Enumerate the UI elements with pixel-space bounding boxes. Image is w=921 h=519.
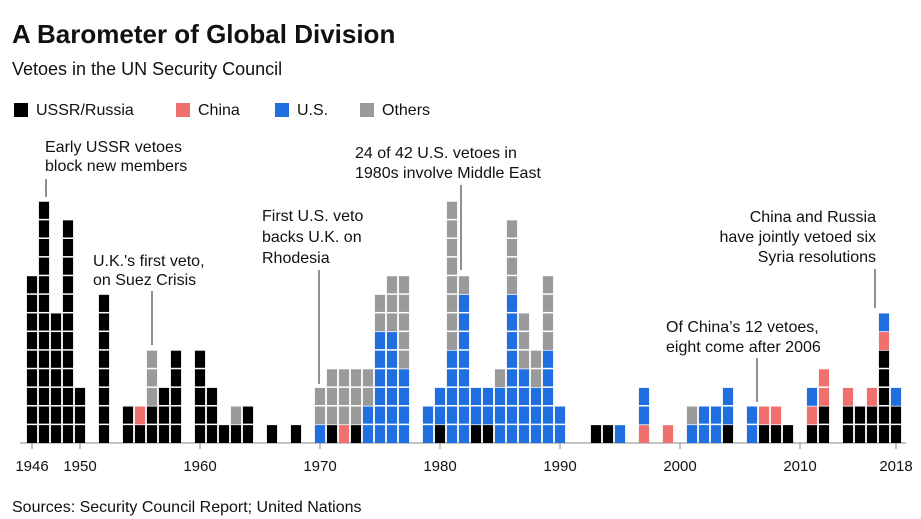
bar-segment [266,424,278,443]
x-tick-label: 2010 [783,458,816,475]
bar-segment [230,424,242,443]
annotation: eight come after 2006 [666,339,821,356]
bar-segment [518,312,530,369]
bar-segment [878,331,890,350]
bar-segment [770,405,782,425]
annotation: Early USSR vetoes [45,139,182,156]
bar-segment [530,387,542,443]
annotation: Of China’s 12 vetoes, [666,319,819,336]
bar-segment [494,387,506,443]
chart-title: A Barometer of Global Division [12,19,395,49]
legend-label: Others [382,102,430,119]
bar-segment [470,424,482,443]
x-tick-label: 2018 [879,458,912,475]
bar-segment [158,387,170,443]
bar-segment [590,424,602,443]
bar-segment [350,368,362,425]
bar-segment [842,387,854,406]
annotation: backs U.K. on [262,229,362,246]
bar-segment [290,424,302,443]
bar-segment [758,424,770,443]
bar-segment [446,349,458,443]
legend-label: China [198,102,240,119]
bar-segment [542,349,554,443]
annotation: block new members [45,158,187,175]
bar-segment [806,424,818,443]
bar-segment [206,387,218,443]
bar-segment [494,368,506,388]
bar-segment [194,349,206,443]
bar-segment [614,424,626,443]
annotations: Early USSR vetoes block new members U.K.… [45,139,876,402]
x-tick-label: 1960 [183,458,216,475]
x-tick-label: 1980 [423,458,456,475]
legend-label: USSR/Russia [36,102,134,119]
annotation: 24 of 42 U.S. vetoes in [355,145,517,162]
bar-segment [638,424,650,443]
legend-label: U.S. [297,102,328,119]
bar-segment [218,424,230,443]
bar-segment [314,424,326,443]
bar-segment [866,387,878,406]
bar-segment [482,424,494,443]
bar-segment [146,349,158,406]
bar-segment [770,424,782,443]
bar-segment [722,424,734,443]
legend-swatch [14,103,28,117]
bar-segment [806,387,818,406]
annotation: China and Russia [750,209,876,226]
x-tick-label: 1950 [63,458,96,475]
bar-segment [38,201,50,443]
bar-segment [686,424,698,443]
source: Sources: Security Council Report; United… [12,499,362,516]
chart-subtitle: Vetoes in the UN Security Council [12,59,282,79]
x-tick-label: 2000 [663,458,696,475]
x-tick-label: 1970 [303,458,336,475]
bar-segment [782,424,794,443]
annotation: on Suez Crisis [93,272,196,289]
bar-segment [338,424,350,443]
bar-segment [434,424,446,443]
bar-segment [170,349,182,443]
bar-segment [686,405,698,425]
bar-segment [806,405,818,425]
bar-segment [386,275,398,332]
bar-segment [326,368,338,425]
bar-segment [878,312,890,332]
bar-segment [134,424,146,443]
bar-segment [26,275,38,443]
annotation: First U.S. veto [262,208,363,225]
annotation: U.K.'s first veto, [93,253,205,270]
bar-segment [890,387,902,406]
legend-swatch [176,103,190,117]
bar-segment [134,405,146,425]
bar-segment [74,387,86,443]
annotation: Rhodesia [262,250,330,267]
x-tick-label: 1946 [15,458,48,475]
bar-segment [458,275,470,295]
annotation: 1980s involve Middle East [355,165,541,182]
bar-segment [758,405,770,425]
bar-segment [878,349,890,443]
x-tick-label: 1990 [543,458,576,475]
bar-segment [350,424,362,443]
bar-segment [338,368,350,425]
bar-segment [602,424,614,443]
bar-segment [662,424,674,443]
bar-segment [230,405,242,425]
bar-segment [398,275,410,369]
legend-swatch [275,103,289,117]
bar-segment [50,312,62,443]
annotation: Syria resolutions [758,249,876,266]
bar-segment [326,424,338,443]
legend-swatch [360,103,374,117]
annotation: have jointly vetoed six [719,229,876,246]
